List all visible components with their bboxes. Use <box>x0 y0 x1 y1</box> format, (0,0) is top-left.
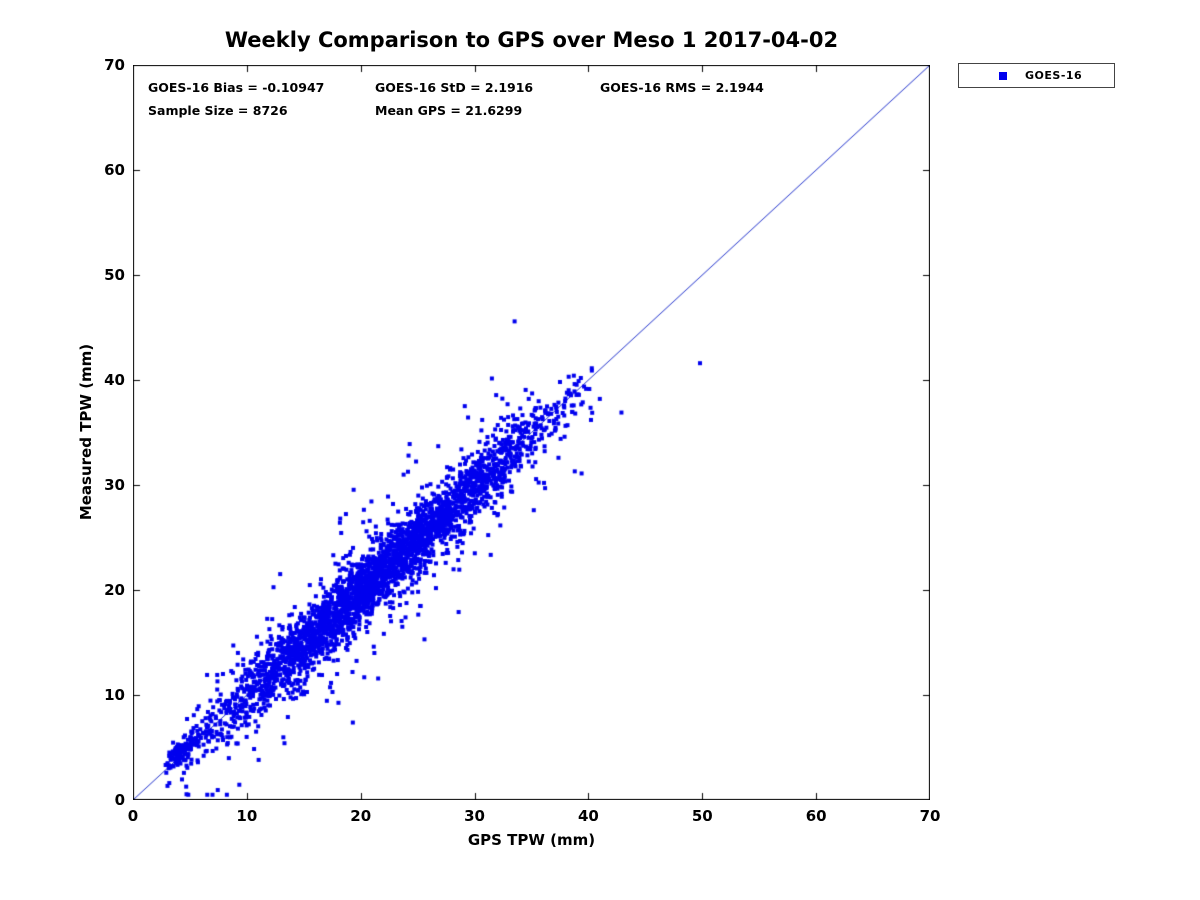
plot-area <box>133 65 930 800</box>
x-tick-label: 70 <box>919 807 941 825</box>
x-tick-label: 40 <box>577 807 599 825</box>
x-tick-label: 0 <box>127 807 139 825</box>
scatter-canvas <box>133 65 930 800</box>
y-tick-label: 60 <box>104 161 125 179</box>
y-tick-label: 50 <box>104 266 125 284</box>
x-tick-label: 20 <box>350 807 372 825</box>
y-tick-label: 0 <box>114 791 125 809</box>
legend-label-goes16: GOES-16 <box>1025 69 1083 82</box>
x-tick-label: 10 <box>236 807 258 825</box>
x-tick-label: 50 <box>691 807 713 825</box>
legend: GOES-16 <box>958 63 1115 88</box>
x-tick-label: 60 <box>805 807 827 825</box>
x-axis-label: GPS TPW (mm) <box>467 831 596 849</box>
y-tick-label: 20 <box>104 581 125 599</box>
x-tick-label: 30 <box>464 807 485 825</box>
y-tick-label: 10 <box>104 686 125 704</box>
y-tick-label: 30 <box>104 476 125 494</box>
legend-marker-square-icon <box>999 71 1007 80</box>
y-tick-label: 40 <box>104 371 125 389</box>
y-tick-label: 70 <box>104 56 125 74</box>
chart-title: Weekly Comparison to GPS over Meso 1 201… <box>224 28 839 52</box>
